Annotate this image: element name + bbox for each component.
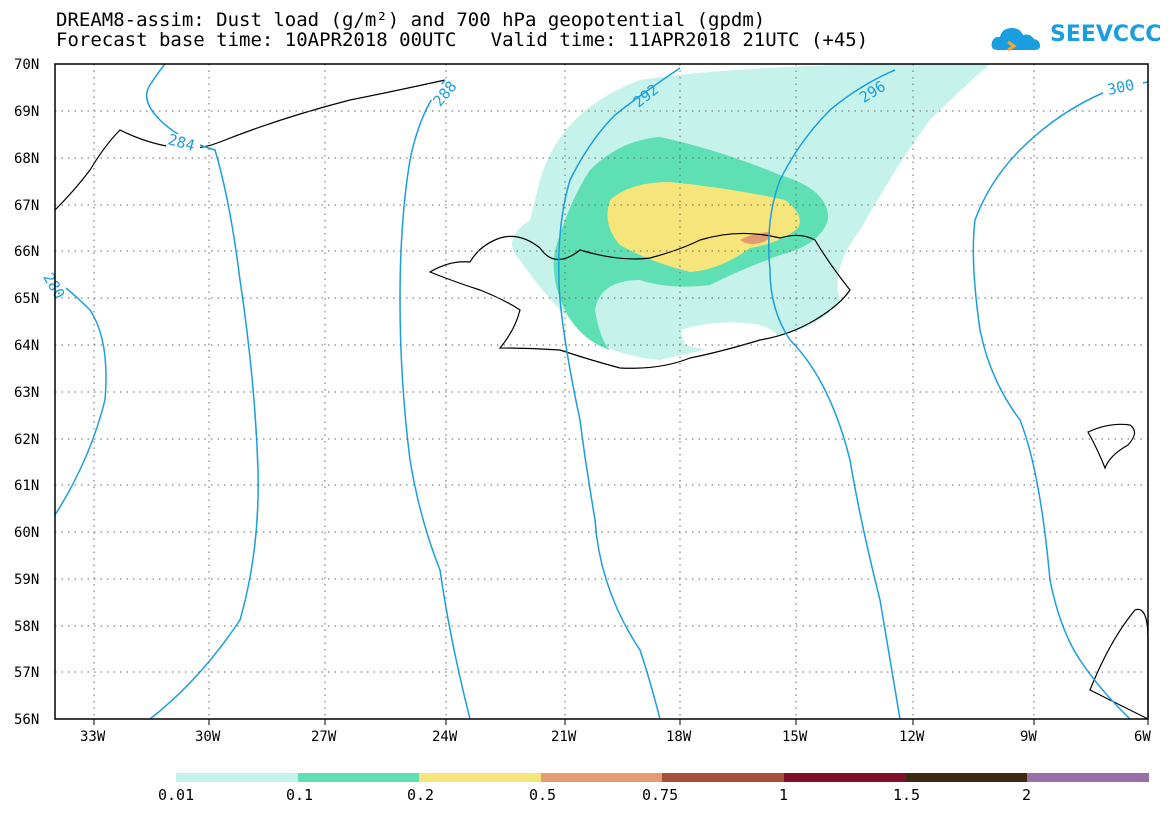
colorbar-swatch bbox=[298, 773, 419, 782]
lon-label: 18W bbox=[666, 729, 692, 745]
colorbar-label: 0.75 bbox=[642, 786, 679, 804]
map-subtitle: Forecast base time: 10APR2018 00UTC Vali… bbox=[56, 29, 869, 51]
colorbar-label: 0.2 bbox=[407, 786, 435, 804]
contour-296 bbox=[768, 69, 901, 720]
lon-label: 33W bbox=[80, 729, 106, 745]
lon-label: 9W bbox=[1020, 729, 1037, 745]
contour-label-300: 300 bbox=[1106, 76, 1136, 99]
cloud-icon bbox=[991, 28, 1040, 52]
colorbar bbox=[176, 773, 1149, 782]
colorbar-swatch bbox=[784, 773, 906, 782]
colorbar-swatch bbox=[176, 773, 298, 782]
coastline-iceland bbox=[428, 232, 851, 369]
colorbar-swatch bbox=[906, 773, 1027, 782]
coastline-scotland bbox=[1089, 608, 1149, 720]
lat-label: 56N bbox=[14, 712, 39, 728]
lon-label: 27W bbox=[311, 729, 337, 745]
colorbar-label: 1.5 bbox=[893, 786, 921, 804]
lon-label: 30W bbox=[195, 729, 221, 745]
brand-logo: SEEVCCC bbox=[1050, 22, 1162, 47]
lat-label: 69N bbox=[14, 104, 39, 120]
colorbar-label: 1 bbox=[779, 786, 789, 804]
dust-clear-patch bbox=[680, 322, 778, 352]
lat-label: 70N bbox=[14, 57, 39, 73]
contour-layer bbox=[54, 63, 1149, 720]
colorbar-swatch bbox=[419, 773, 541, 782]
lat-label: 67N bbox=[14, 198, 39, 214]
lat-label: 65N bbox=[14, 291, 39, 307]
contour-292 bbox=[558, 67, 681, 720]
lon-label: 21W bbox=[551, 729, 577, 745]
lat-label: 62N bbox=[14, 432, 39, 448]
colorbar-label: 0.5 bbox=[529, 786, 557, 804]
colorbar-label: 0.1 bbox=[286, 786, 314, 804]
contour-280 bbox=[54, 279, 107, 516]
contour-300 bbox=[972, 81, 1149, 720]
tick-layer bbox=[93, 719, 1149, 725]
colorbar-swatch bbox=[541, 773, 662, 782]
lat-label: 59N bbox=[14, 572, 39, 588]
lat-label: 57N bbox=[14, 665, 39, 681]
lat-label: 61N bbox=[14, 478, 39, 494]
colorbar-label: 2 bbox=[1022, 786, 1032, 804]
lat-label: 58N bbox=[14, 619, 39, 635]
contour-284 bbox=[145, 63, 259, 720]
lon-label: 12W bbox=[899, 729, 925, 745]
colorbar-label: 0.01 bbox=[158, 786, 195, 804]
lat-label: 68N bbox=[14, 151, 39, 167]
lat-label: 63N bbox=[14, 385, 39, 401]
map-frame bbox=[54, 63, 1149, 720]
colorbar-swatch bbox=[662, 773, 784, 782]
lat-label: 66N bbox=[14, 244, 39, 260]
lon-label: 6W bbox=[1134, 729, 1151, 745]
lon-label: 24W bbox=[432, 729, 458, 745]
lon-label: 15W bbox=[782, 729, 808, 745]
colorbar-swatch bbox=[1027, 773, 1149, 782]
lat-label: 60N bbox=[14, 525, 39, 541]
grid-layer bbox=[55, 64, 1148, 719]
contour-288 bbox=[399, 79, 471, 720]
lon-labels: 33W 30W 27W 24W 21W 18W 15W 12W 9W 6W bbox=[80, 729, 1151, 745]
lat-label: 64N bbox=[14, 338, 39, 354]
map-title: DREAM8-assim: Dust load (g/m²) and 700 h… bbox=[56, 9, 766, 31]
lat-labels: 70N 69N 68N 67N 66N 65N 64N 63N 62N 61N … bbox=[14, 57, 39, 728]
coastline-faroe bbox=[1087, 423, 1136, 470]
